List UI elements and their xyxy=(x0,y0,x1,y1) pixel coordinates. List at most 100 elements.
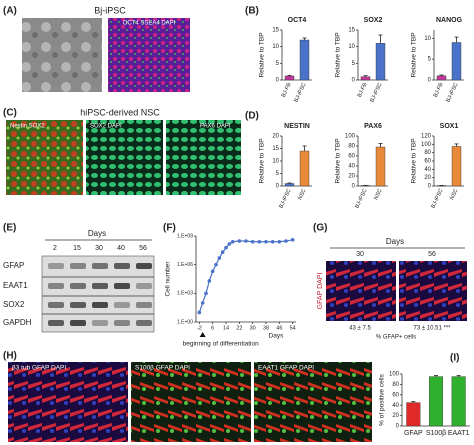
panel-label: (B) xyxy=(245,6,259,17)
micrograph xyxy=(326,261,396,321)
point xyxy=(207,279,212,283)
y-tick-label: 15 xyxy=(272,146,279,152)
y-tick-label: 20 xyxy=(348,174,355,180)
lane-label: 56 xyxy=(139,245,147,252)
band xyxy=(114,302,130,308)
annotation: beginning of differentiation xyxy=(183,341,260,348)
band xyxy=(92,320,108,326)
point xyxy=(264,239,268,244)
y-tick-label: 80 xyxy=(392,382,399,388)
row-label: GFAP xyxy=(3,261,24,270)
x-tick-label: GFAP xyxy=(404,430,423,437)
x-tick-label: 30 xyxy=(250,325,256,331)
y-tick-label: 10 xyxy=(272,44,279,50)
micrograph xyxy=(166,120,241,195)
band xyxy=(92,302,108,308)
day-label: 56 xyxy=(428,251,436,258)
x-tick-label: 14 xyxy=(223,325,229,331)
image-caption: β3 tub GFAP DAPI xyxy=(12,365,66,372)
y-tick-label: 40 xyxy=(392,403,399,409)
chart-title: NESTIN xyxy=(284,123,310,130)
y-tick-label: 1.E+03 xyxy=(177,291,193,297)
chart-title: NANOG xyxy=(436,17,463,24)
y-tick-label: 10 xyxy=(348,44,355,50)
image-caption: PAX6 DAPI xyxy=(200,124,231,130)
band xyxy=(70,302,86,308)
bar xyxy=(436,75,447,81)
image-caption: Nestin SOX2 xyxy=(10,124,45,130)
point xyxy=(210,269,215,274)
band xyxy=(136,302,152,308)
point xyxy=(244,239,248,243)
point xyxy=(220,250,225,255)
y-tick-label: 1.E+06 xyxy=(177,262,193,268)
y-tick-label: 5 xyxy=(428,57,432,63)
y-tick-label: 10 xyxy=(424,36,431,42)
row-label: GAPDH xyxy=(3,318,32,327)
y-tick-label: 120 xyxy=(421,134,432,140)
y-tick-label: 20 xyxy=(272,134,279,140)
bar xyxy=(375,146,386,187)
micrograph xyxy=(6,120,83,195)
y-tick-label: 100 xyxy=(389,372,400,378)
header: Days xyxy=(88,229,106,238)
y-axis-label: Cell number xyxy=(165,261,172,297)
band xyxy=(48,302,64,308)
chart-title: SOX2 xyxy=(364,17,383,24)
band xyxy=(114,263,130,269)
bar xyxy=(299,150,310,187)
x-tick-label: 54 xyxy=(290,325,296,331)
lane-label: 40 xyxy=(117,245,125,252)
x-tick-label: NSC xyxy=(373,188,383,201)
bar xyxy=(451,42,462,81)
point xyxy=(197,310,202,315)
y-tick-label: 0 xyxy=(352,78,356,84)
y-tick-label: 5 xyxy=(352,61,356,67)
micrograph xyxy=(8,362,128,442)
bar xyxy=(451,376,466,427)
line xyxy=(198,239,293,313)
point xyxy=(204,291,208,296)
band xyxy=(136,263,152,269)
panel-label: (I) xyxy=(450,353,459,364)
x-tick-label: NSC xyxy=(449,188,459,201)
y-tick-label: 0 xyxy=(352,184,356,190)
panel-label: (C) xyxy=(3,108,17,119)
bar xyxy=(284,75,295,81)
y-tick-label: 5 xyxy=(276,171,280,177)
x-tick-label: BJ-FB xyxy=(281,82,293,99)
panel-label: (H) xyxy=(3,351,17,362)
panel-title: Bj-iPSC xyxy=(94,5,126,15)
y-tick-label: 0 xyxy=(396,424,400,430)
band xyxy=(48,283,64,289)
panel-label: (F) xyxy=(163,223,176,234)
micrograph xyxy=(399,261,467,321)
x-tick-label: 22 xyxy=(236,325,242,331)
panel-title: hiPSC-derived NSC xyxy=(80,107,160,117)
image-caption: EAAT1 GFAP DAPI xyxy=(258,365,314,372)
count: 73 ± 10.51 *** xyxy=(414,326,452,332)
row-label: EAAT1 xyxy=(3,281,28,290)
bar xyxy=(406,402,421,427)
x-tick-label: BJ-iPSC xyxy=(354,188,368,209)
y-tick-label: 15 xyxy=(272,28,279,34)
y-axis-label: Relative to TBP xyxy=(335,138,342,183)
y-axis-label: Relative to TBP xyxy=(411,32,418,77)
lane-label: 2 xyxy=(53,245,57,252)
x-tick-label: BJ-iPSC xyxy=(430,188,444,209)
y-axis-label: % of positive cells xyxy=(379,373,386,425)
point xyxy=(284,239,288,243)
caption: % GFAP+ cells xyxy=(376,335,416,341)
band xyxy=(70,320,86,326)
count: 43 ± 7.5 xyxy=(349,326,371,332)
panel-label: (G) xyxy=(313,223,327,234)
y-tick-label: 60 xyxy=(424,159,431,165)
band xyxy=(92,283,108,289)
point xyxy=(257,239,262,244)
micrograph xyxy=(108,18,190,92)
y-axis-label: Relative to TBP xyxy=(411,138,418,183)
x-tick-label: S100β xyxy=(426,430,446,437)
point xyxy=(250,239,255,244)
x-tick-label: BJ-iPSC xyxy=(369,82,383,103)
